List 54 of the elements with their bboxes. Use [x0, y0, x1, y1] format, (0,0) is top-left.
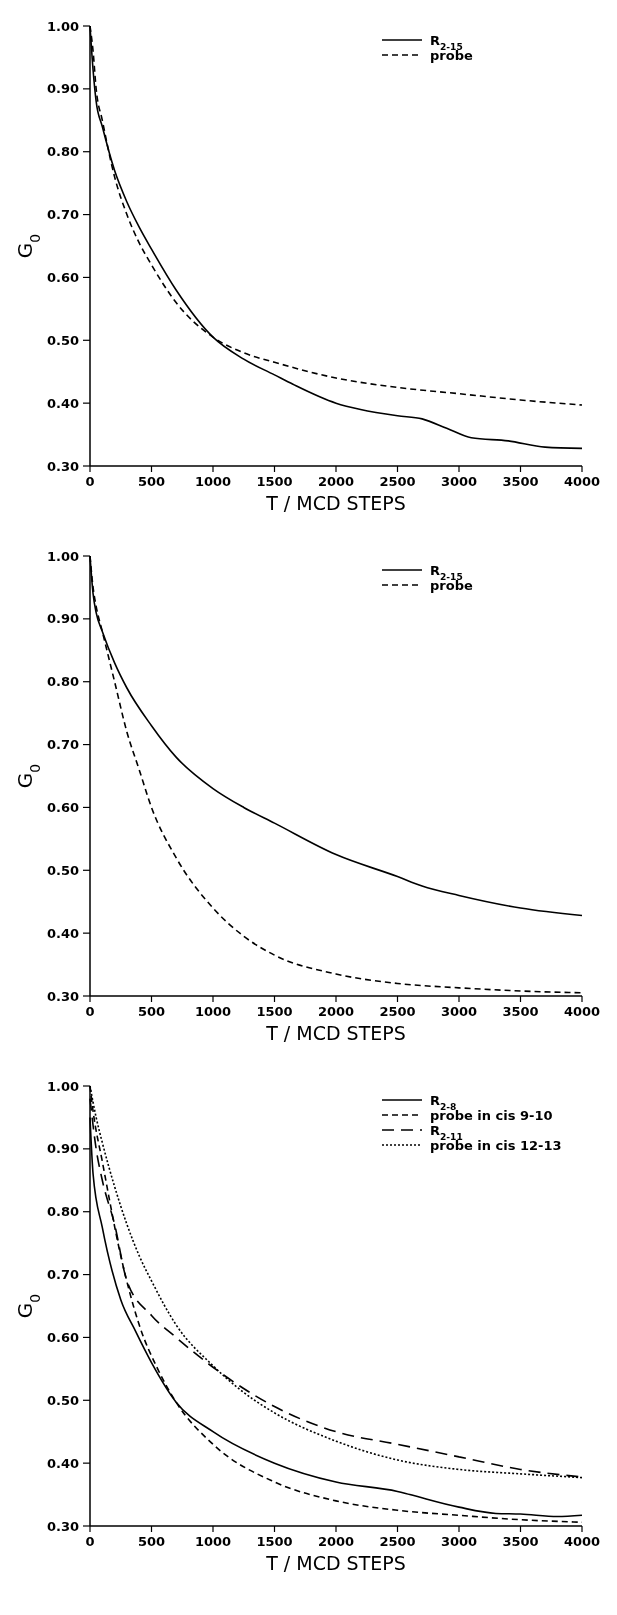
x-tick-label: 0 [85, 474, 95, 489]
x-tick-label: 500 [137, 1534, 166, 1549]
y-tick-label: 1.00 [46, 1078, 79, 1094]
y-tick-label: 0.50 [46, 332, 79, 348]
y-tick-label: 0.70 [46, 207, 79, 223]
x-tick-label: 1000 [194, 474, 232, 489]
x-tick-label: 3500 [502, 1004, 539, 1019]
y-tick-label: 0.90 [46, 1141, 79, 1157]
x-tick-label: 2500 [379, 474, 416, 489]
y-tick-label: 0.40 [46, 925, 79, 941]
y-tick-label: 1.00 [46, 18, 79, 34]
y-tick-label: 0.70 [46, 1267, 79, 1283]
x-tick-label: 2000 [317, 474, 355, 489]
y-tick-label: 0.30 [46, 458, 79, 474]
y-tick-label: 0.40 [46, 395, 79, 411]
x-tick-label: 3000 [440, 1004, 478, 1019]
x-tick-label: 1000 [194, 1004, 232, 1019]
y-tick-label: 0.40 [46, 1455, 79, 1471]
x-tick-label: 2500 [379, 1004, 416, 1019]
x-tick-label: 2000 [317, 1004, 355, 1019]
x-tick-label: 2000 [317, 1534, 355, 1549]
y-tick-label: 0.80 [46, 1204, 79, 1220]
x-tick-label: 1000 [194, 1534, 232, 1549]
x-tick-label: 4000 [563, 474, 601, 489]
x-tick-label: 500 [137, 474, 166, 489]
x-tick-label: 3500 [502, 1534, 539, 1549]
y-tick-label: 0.60 [46, 799, 79, 815]
y-tick-label: 1.00 [46, 548, 79, 564]
x-tick-label: 1500 [256, 474, 293, 489]
y-tick-label: 0.60 [46, 1329, 79, 1345]
x-tick-label: 4000 [563, 1004, 601, 1019]
y-tick-label: 0.50 [46, 1392, 79, 1408]
x-tick-label: 500 [137, 1004, 166, 1019]
y-tick-label: 0.70 [46, 737, 79, 753]
y-tick-label: 0.90 [46, 611, 79, 627]
y-tick-label: 0.50 [46, 862, 79, 878]
x-tick-label: 3000 [440, 474, 478, 489]
x-tick-label: 1500 [256, 1534, 293, 1549]
x-tick-label: 3000 [440, 1534, 478, 1549]
x-axis-title: T / MCD STEPS [265, 492, 406, 514]
x-tick-label: 2500 [379, 1534, 416, 1549]
y-tick-label: 0.60 [46, 269, 79, 285]
x-tick-label: 1500 [256, 1004, 293, 1019]
x-axis-title: T / MCD STEPS [265, 1552, 406, 1574]
x-tick-label: 0 [85, 1004, 95, 1019]
y-tick-label: 0.90 [46, 81, 79, 97]
y-tick-label: 0.30 [46, 988, 79, 1004]
y-tick-label: 0.80 [46, 144, 79, 160]
x-tick-label: 3500 [502, 474, 539, 489]
x-tick-label: 4000 [563, 1534, 601, 1549]
y-tick-label: 0.30 [46, 1518, 79, 1534]
y-tick-label: 0.80 [46, 674, 79, 690]
x-axis-title: T / MCD STEPS [265, 1022, 406, 1044]
x-tick-label: 0 [85, 1534, 95, 1549]
